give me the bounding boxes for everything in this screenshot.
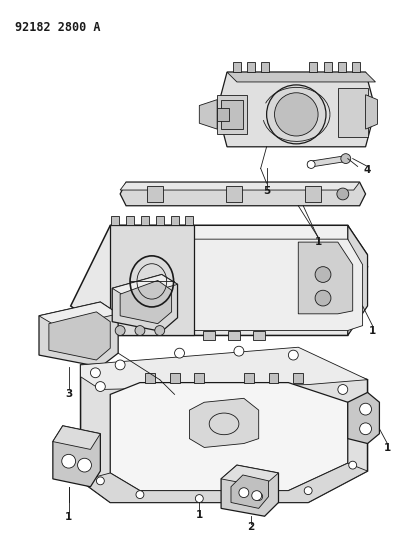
Circle shape <box>304 487 312 495</box>
Circle shape <box>341 154 351 164</box>
Polygon shape <box>49 312 110 360</box>
Polygon shape <box>156 215 164 225</box>
Circle shape <box>95 382 105 391</box>
Circle shape <box>252 491 262 500</box>
Polygon shape <box>233 62 241 72</box>
Circle shape <box>115 326 125 335</box>
Circle shape <box>90 368 100 378</box>
Polygon shape <box>112 274 178 332</box>
Polygon shape <box>81 347 367 390</box>
Polygon shape <box>305 186 321 202</box>
Polygon shape <box>199 100 217 129</box>
Polygon shape <box>81 357 367 503</box>
Polygon shape <box>221 465 279 516</box>
Polygon shape <box>195 239 363 330</box>
Polygon shape <box>226 186 242 202</box>
Polygon shape <box>309 62 317 72</box>
Polygon shape <box>171 215 178 225</box>
Circle shape <box>62 454 75 468</box>
Polygon shape <box>338 62 346 72</box>
Polygon shape <box>189 398 259 447</box>
Polygon shape <box>110 225 195 335</box>
Circle shape <box>338 385 348 394</box>
Circle shape <box>307 160 315 168</box>
Polygon shape <box>145 373 155 383</box>
Polygon shape <box>298 242 353 314</box>
Polygon shape <box>365 95 377 129</box>
Text: 4: 4 <box>364 165 371 175</box>
Polygon shape <box>39 302 118 367</box>
Polygon shape <box>39 302 118 328</box>
Polygon shape <box>348 225 367 335</box>
Polygon shape <box>110 383 348 491</box>
Polygon shape <box>253 330 264 341</box>
Polygon shape <box>217 72 375 147</box>
Polygon shape <box>221 100 243 129</box>
Circle shape <box>337 188 349 200</box>
Polygon shape <box>348 392 379 443</box>
Circle shape <box>266 85 326 144</box>
Polygon shape <box>352 62 360 72</box>
Polygon shape <box>112 274 178 298</box>
Polygon shape <box>247 62 255 72</box>
Circle shape <box>135 326 145 335</box>
Polygon shape <box>120 280 172 324</box>
Polygon shape <box>217 95 247 134</box>
Circle shape <box>360 423 371 435</box>
Polygon shape <box>338 88 367 137</box>
Polygon shape <box>261 62 268 72</box>
Text: 1: 1 <box>314 237 322 247</box>
Circle shape <box>360 403 371 415</box>
Polygon shape <box>217 108 229 121</box>
Circle shape <box>288 350 298 360</box>
Polygon shape <box>221 465 279 487</box>
Text: 3: 3 <box>65 390 72 399</box>
Polygon shape <box>110 225 367 255</box>
Polygon shape <box>231 475 268 508</box>
Text: 1: 1 <box>369 326 376 336</box>
Polygon shape <box>293 373 303 383</box>
Polygon shape <box>268 373 279 383</box>
Circle shape <box>315 266 331 282</box>
Text: 1: 1 <box>196 510 203 520</box>
Polygon shape <box>324 62 332 72</box>
Polygon shape <box>120 182 365 206</box>
Circle shape <box>195 495 203 503</box>
Polygon shape <box>141 215 149 225</box>
Text: 1: 1 <box>65 512 72 522</box>
Circle shape <box>115 360 125 370</box>
Polygon shape <box>53 426 100 487</box>
Polygon shape <box>71 225 367 335</box>
Polygon shape <box>227 72 375 82</box>
Polygon shape <box>53 426 100 449</box>
Polygon shape <box>120 182 360 190</box>
Circle shape <box>96 477 104 485</box>
Text: 92182 2800 A: 92182 2800 A <box>15 21 101 34</box>
Polygon shape <box>81 463 367 503</box>
Circle shape <box>349 461 357 469</box>
Polygon shape <box>228 330 240 341</box>
Polygon shape <box>111 215 119 225</box>
Circle shape <box>155 326 165 335</box>
Polygon shape <box>203 330 215 341</box>
Circle shape <box>174 348 184 358</box>
Circle shape <box>136 491 144 498</box>
Polygon shape <box>244 373 254 383</box>
Polygon shape <box>147 186 163 202</box>
Text: 1: 1 <box>384 443 391 454</box>
Polygon shape <box>126 215 134 225</box>
Circle shape <box>239 488 249 498</box>
Circle shape <box>234 346 244 356</box>
Text: 2: 2 <box>247 522 254 532</box>
Circle shape <box>275 93 318 136</box>
Polygon shape <box>185 215 193 225</box>
Circle shape <box>315 290 331 306</box>
Polygon shape <box>170 373 180 383</box>
Circle shape <box>77 458 92 472</box>
Text: 5: 5 <box>263 186 270 196</box>
Polygon shape <box>308 156 346 167</box>
Circle shape <box>255 492 263 500</box>
Polygon shape <box>195 373 204 383</box>
